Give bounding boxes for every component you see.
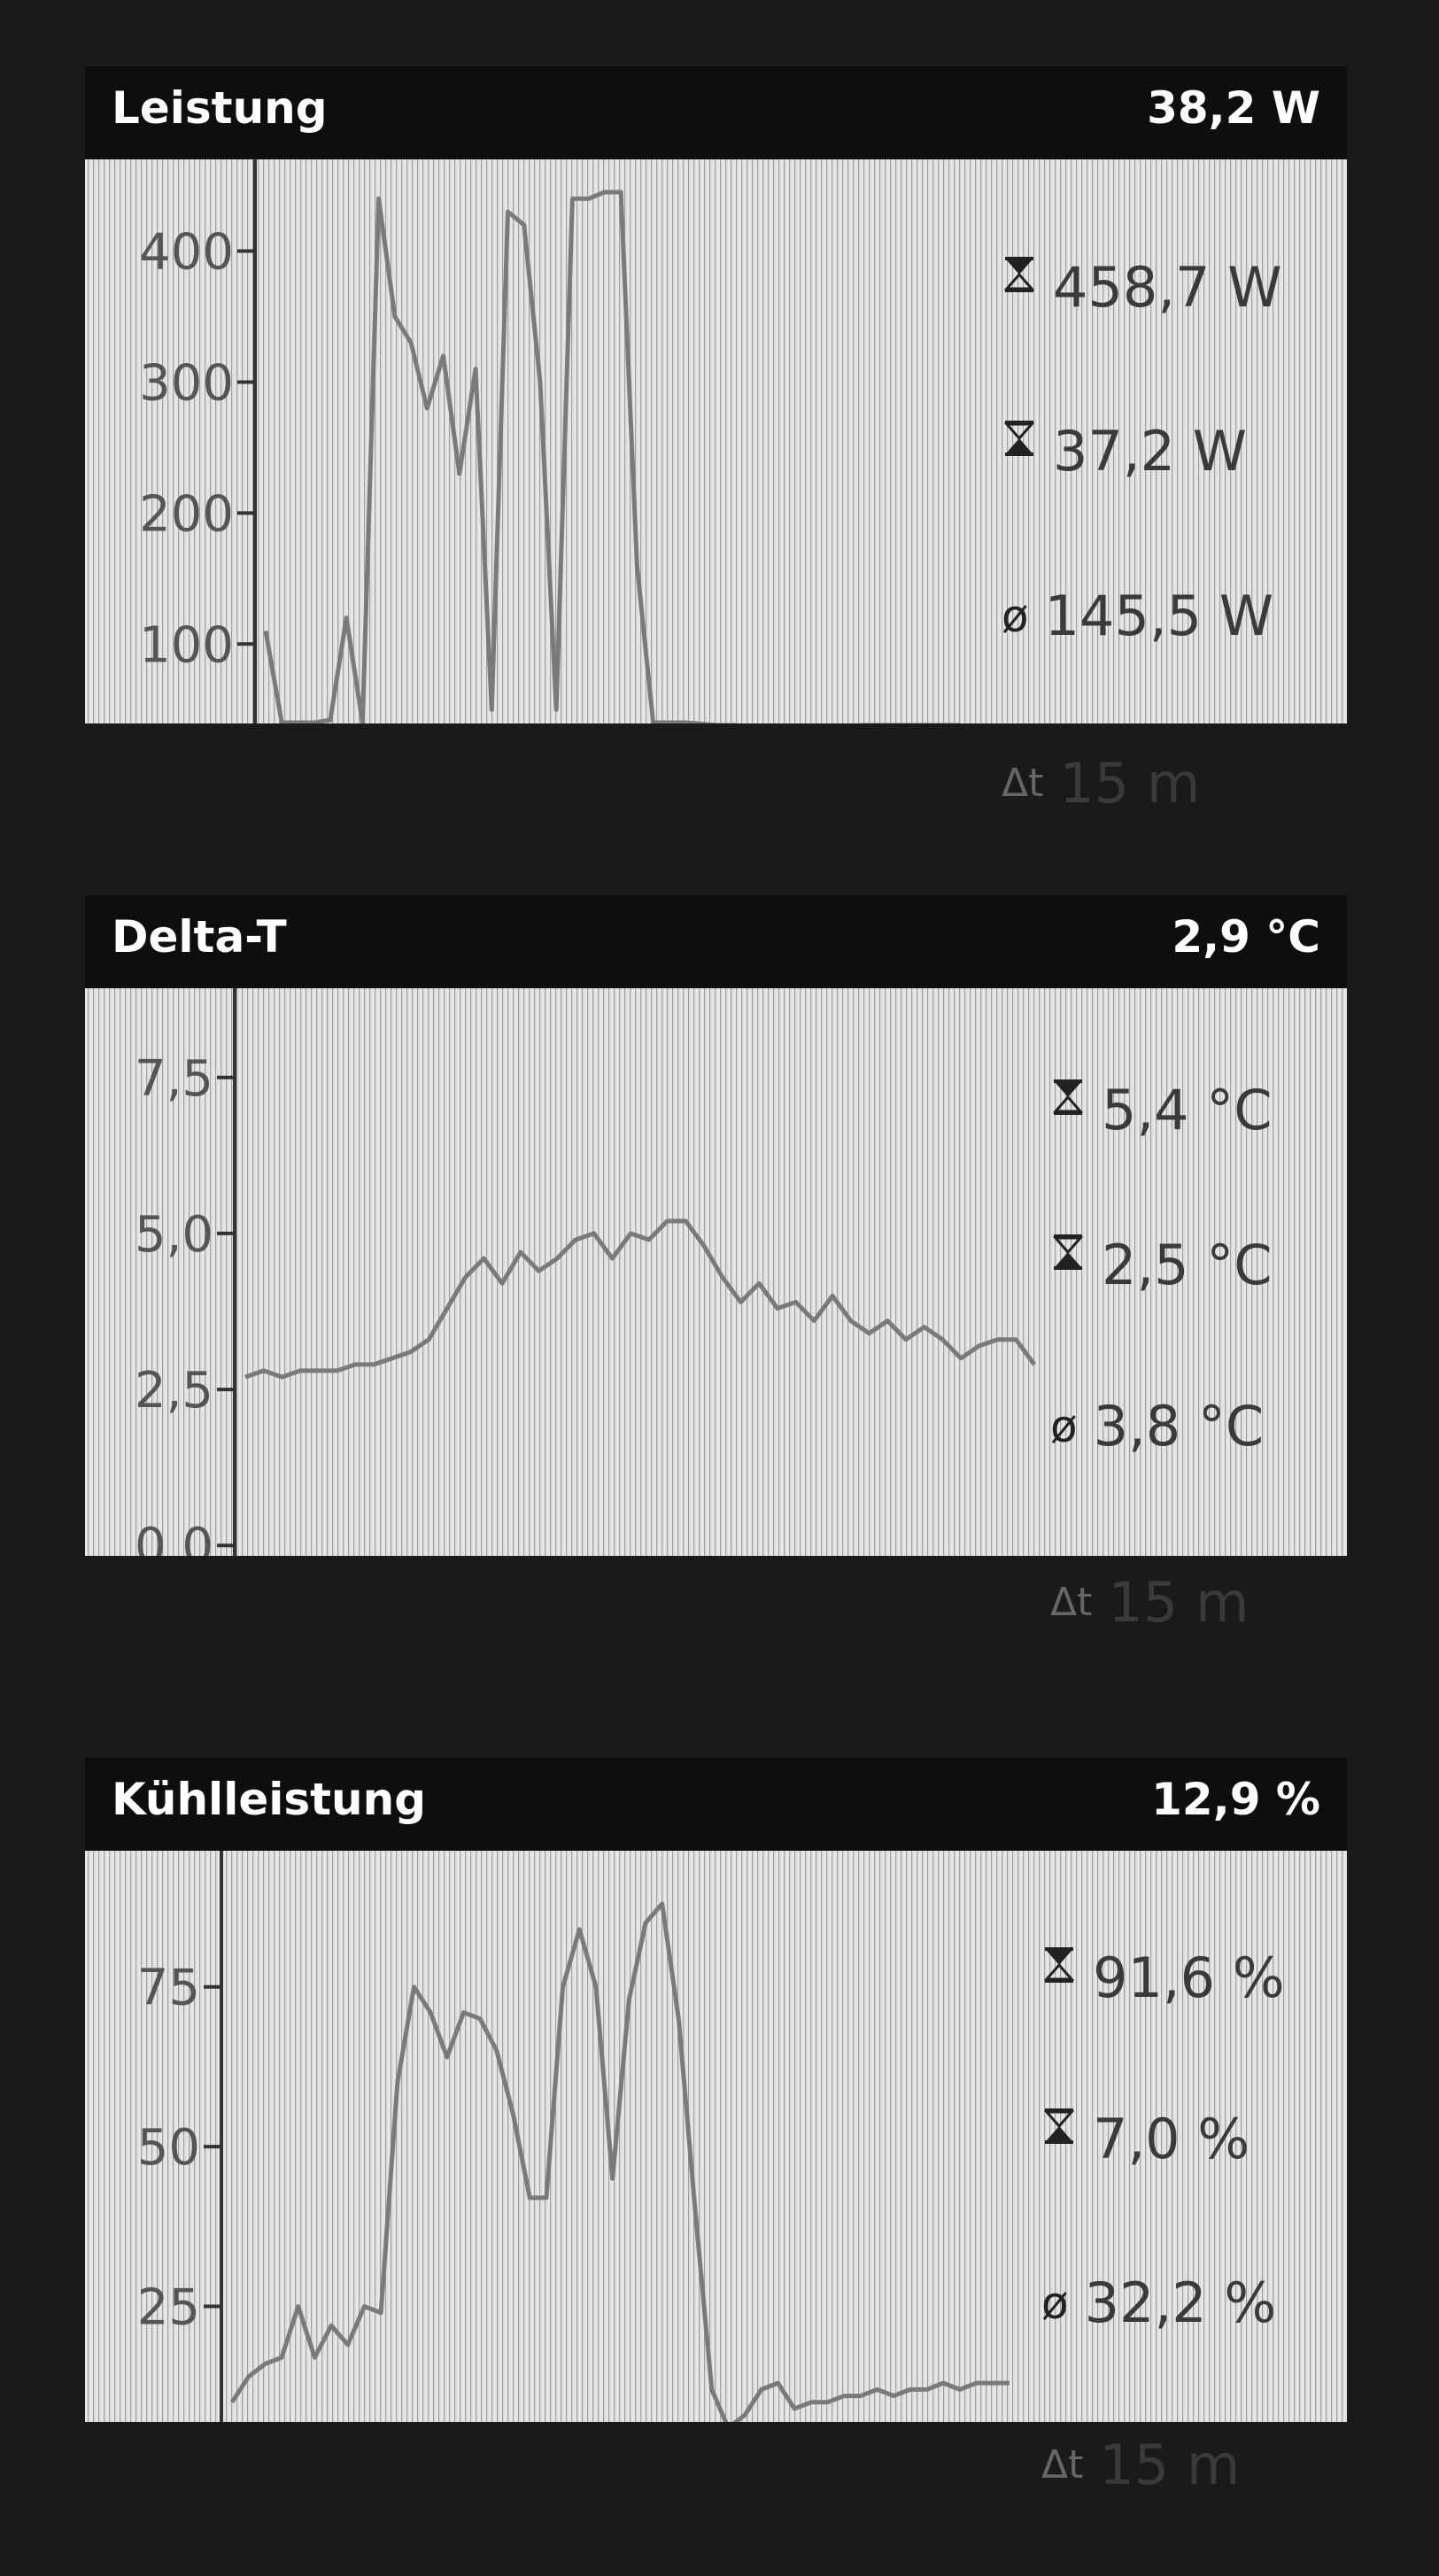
line-chart: 100 200 300 400 — [139, 159, 960, 723]
max-hourglass-icon — [1002, 257, 1037, 307]
min-hourglass-icon — [1041, 2108, 1077, 2159]
stat-min: 7,0 % — [1041, 2107, 1249, 2171]
y-tick-label: 400 — [139, 224, 234, 282]
stat-max: 458,7 W — [1002, 255, 1282, 320]
chart-area: 100 200 300 400 458,7 W 37,2 W ø 145,5 W Δt 15 m — [85, 159, 1347, 816]
stat-value: 5,4 °C — [1102, 1078, 1273, 1142]
y-tick-label: 2,5 — [135, 1362, 213, 1420]
y-tick-label: 200 — [139, 485, 234, 543]
data-series-line — [229, 1901, 1010, 2422]
panel-title: Delta-T — [112, 911, 287, 963]
stat-value: 15 m — [1108, 1570, 1249, 1635]
max-hourglass-icon — [1050, 1079, 1086, 1130]
chart-area: 25 50 75 91,6 % 7,0 % ø 32,2 % Δt 15 m — [85, 1851, 1347, 2497]
stat-avg: ø 32,2 % — [1041, 2270, 1276, 2335]
chart-area: 0,0 2,5 5,0 7,5 5,4 °C 2,5 °C ø 3,8 °C Δt 15 m — [85, 988, 1347, 1635]
delta-t-icon: Δt — [1041, 2442, 1084, 2487]
stat-value: 3,8 °C — [1093, 1394, 1265, 1458]
y-tick-label: 25 — [137, 2279, 200, 2337]
y-tick-label: 7,5 — [135, 1050, 213, 1108]
stat-window: Δt 15 m — [1050, 1570, 1249, 1635]
stat-value: 145,5 W — [1044, 584, 1274, 648]
data-series-line — [244, 1218, 1037, 1380]
stat-value: 2,5 °C — [1102, 1233, 1273, 1297]
panel-header: Leistung 38,2 W — [85, 66, 1347, 159]
data-series-line — [263, 190, 960, 723]
min-hourglass-icon — [1002, 421, 1037, 471]
stat-avg: ø 3,8 °C — [1050, 1394, 1264, 1458]
delta-t-icon: Δt — [1050, 1580, 1093, 1625]
average-diameter-icon: ø — [1002, 590, 1029, 642]
y-tick-label: 100 — [139, 616, 234, 674]
line-chart: 0,0 2,5 5,0 7,5 — [135, 988, 1037, 1556]
stat-window: Δt 15 m — [1002, 751, 1200, 816]
stat-avg: ø 145,5 W — [1002, 584, 1273, 648]
stat-value: 7,0 % — [1093, 2107, 1250, 2171]
panel-header: Kühlleistung 12,9 % — [85, 1758, 1347, 1851]
current-value: 12,9 % — [1151, 1774, 1320, 1825]
y-tick-label: 300 — [139, 354, 234, 412]
stat-max: 5,4 °C — [1050, 1078, 1273, 1142]
y-tick-label: 0,0 — [135, 1518, 213, 1556]
panel-title: Kühlleistung — [112, 1774, 427, 1825]
chart-panel-delta-t: Delta-T 2,9 °C 0,0 2,5 5,0 7,5 5,4 °C 2,5 °C ø… — [85, 895, 1347, 1635]
panel-title: Leistung — [112, 82, 328, 134]
stat-window: Δt 15 m — [1041, 2433, 1240, 2497]
stat-value: 91,6 % — [1093, 1946, 1285, 2010]
average-diameter-icon: ø — [1041, 2277, 1069, 2329]
y-tick-label: 50 — [137, 2119, 200, 2177]
delta-t-icon: Δt — [1002, 761, 1044, 806]
current-value: 2,9 °C — [1172, 911, 1320, 963]
stat-min: 2,5 °C — [1050, 1233, 1273, 1297]
stat-min: 37,2 W — [1002, 419, 1247, 483]
average-diameter-icon: ø — [1050, 1400, 1078, 1452]
y-tick-label: 5,0 — [135, 1206, 213, 1264]
max-hourglass-icon — [1041, 1947, 1077, 1998]
stat-value: 15 m — [1099, 2433, 1241, 2497]
chart-panel-leistung: Leistung 38,2 W 100 200 300 400 458,7 W 37,2 … — [85, 66, 1347, 816]
stat-value: 15 m — [1059, 751, 1201, 816]
chart-panel-kühlleistung: Kühlleistung 12,9 % 25 50 75 91,6 % 7,0 % ø 32… — [85, 1758, 1347, 2497]
min-hourglass-icon — [1050, 1234, 1086, 1285]
y-tick-label: 75 — [137, 1960, 200, 2017]
panel-header: Delta-T 2,9 °C — [85, 895, 1347, 988]
stat-value: 32,2 % — [1084, 2270, 1277, 2335]
stat-max: 91,6 % — [1041, 1946, 1285, 2010]
line-chart: 25 50 75 — [137, 1851, 1010, 2422]
stat-value: 458,7 W — [1053, 255, 1282, 320]
stat-value: 37,2 W — [1053, 419, 1248, 483]
current-value: 38,2 W — [1147, 82, 1320, 134]
